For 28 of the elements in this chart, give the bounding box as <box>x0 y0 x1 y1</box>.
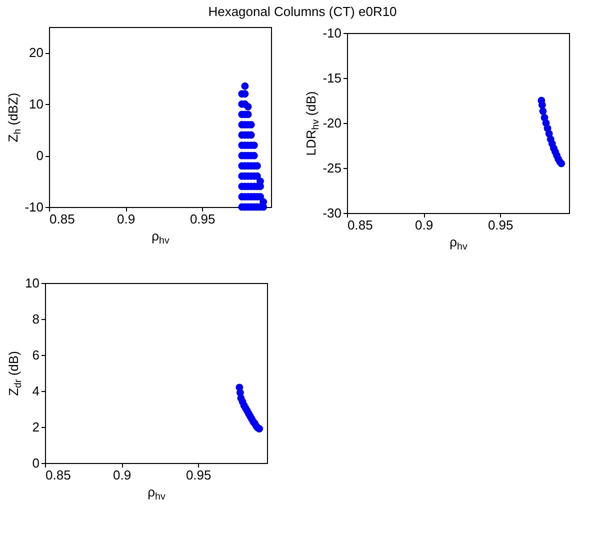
y-tick-label: -10 <box>322 26 342 40</box>
x-tick-label: 0.85 <box>46 468 71 482</box>
x-tick-label: 0.85 <box>50 212 75 226</box>
x-axis-title: ρ$_{hv}$ <box>152 228 170 246</box>
y-tick-label: 20 <box>29 45 44 60</box>
x-tick-label: 0.95 <box>488 218 514 232</box>
x-axis-title: ρ$_{hv}$ <box>148 484 166 502</box>
y-tick-label: 10 <box>29 96 44 112</box>
text: Hexagonal Columns (CT) e0R10 <box>207 4 398 19</box>
x-axis-title: ρ$_{hv}$ <box>450 234 468 252</box>
y-tick-label: -10 <box>24 200 44 214</box>
y-tick-label: 0 <box>32 456 40 470</box>
y-tick-label: -15 <box>322 70 342 86</box>
y-tick-label: 6 <box>32 348 40 362</box>
y-tick-label: 10 <box>25 276 40 290</box>
x-tick-label: 0.95 <box>190 212 216 226</box>
x-tick-label: 0.9 <box>415 218 434 232</box>
y-tick-label: 2 <box>32 420 40 434</box>
x-tick-label: 0.95 <box>186 468 212 482</box>
y-tick-label: 8 <box>32 312 40 326</box>
y-tick-label: 4 <box>32 384 40 398</box>
x-tick-label: 0.9 <box>113 468 132 482</box>
y-tick-label: 0 <box>36 148 44 164</box>
x-tick-label: 0.85 <box>348 218 373 232</box>
y-tick-label: -25 <box>322 160 342 176</box>
y-tick-label: -30 <box>322 206 342 220</box>
y-tick-label: -20 <box>322 116 342 130</box>
x-tick-label: 0.9 <box>117 212 136 226</box>
